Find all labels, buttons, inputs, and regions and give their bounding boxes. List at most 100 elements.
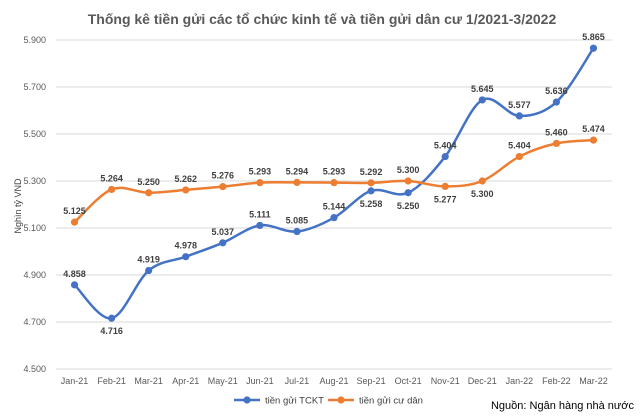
data-point: [367, 179, 375, 187]
data-label: 5.645: [471, 84, 494, 94]
data-label: 4.716: [100, 326, 123, 336]
x-tick-label: Feb-22: [542, 376, 571, 386]
data-point: [70, 281, 79, 289]
data-label: 5.085: [286, 216, 309, 226]
data-point: [515, 152, 523, 161]
data-label: 5.300: [397, 165, 420, 175]
data-point: [478, 96, 486, 104]
data-point: [589, 44, 598, 52]
x-tick-label: Sep-21: [357, 376, 386, 386]
data-label: 4.919: [137, 255, 160, 265]
data-label: 5.474: [582, 124, 605, 134]
legend-label: tiền gửi TCKT: [265, 396, 324, 407]
data-label: 5.460: [545, 127, 568, 137]
data-point: [515, 112, 523, 120]
series-layer: 4.858 4.716 4.919 4.978 5.037 5.111 5.085 5.144…: [63, 32, 604, 336]
data-label: 5.577: [508, 100, 531, 110]
data-point: [441, 182, 449, 191]
y-tick-label: 5.500: [23, 129, 46, 139]
data-point: [293, 178, 301, 187]
data-point: [404, 177, 412, 185]
data-label: 5.125: [63, 206, 86, 216]
data-label: 5.293: [323, 167, 346, 177]
legend-marker: [243, 396, 251, 404]
data-label: 5.262: [174, 174, 197, 184]
data-point: [367, 187, 375, 195]
data-label: 5.294: [286, 166, 309, 176]
data-point: [330, 214, 338, 222]
x-tick-label: Feb-21: [97, 376, 126, 386]
data-point: [478, 177, 486, 185]
data-point: [108, 185, 116, 194]
data-label: 5.865: [582, 32, 605, 42]
data-point: [145, 266, 153, 275]
data-point: [70, 218, 79, 226]
x-tick-label: Jul-21: [285, 376, 310, 386]
data-point: [293, 227, 301, 236]
x-tick-label: Dec-21: [468, 376, 497, 386]
x-axis-ticks: Jan-21 Feb-21 Mar-21 Apr-21 May-21 Jun-21 Jul-…: [61, 376, 608, 386]
data-label: 5.300: [471, 189, 494, 199]
data-point: [256, 179, 264, 187]
y-axis-label: Nghìn tỷ VND: [13, 178, 23, 234]
legend-marker: [337, 396, 345, 404]
x-tick-label: Oct-21: [395, 376, 422, 386]
data-point: [404, 189, 412, 197]
data-point: [552, 139, 561, 147]
source-note: Nguồn: Ngân hàng nhà nước: [491, 400, 635, 412]
data-point: [219, 239, 227, 247]
y-axis-ticks: 4.500 4.700 4.900 5.100 5.300 5.500 5.700 5.900: [23, 35, 46, 374]
data-label: 5.111: [249, 209, 271, 219]
data-label: 5.277: [434, 194, 457, 204]
data-label: 5.037: [212, 227, 235, 237]
data-label: 5.293: [249, 167, 272, 177]
x-tick-label: Mar-21: [134, 376, 163, 386]
y-tick-label: 4.700: [23, 317, 46, 327]
data-label: 5.636: [545, 86, 568, 96]
data-point: [108, 314, 116, 322]
data-label: 5.404: [508, 141, 531, 151]
y-tick-label: 5.900: [23, 35, 46, 45]
data-point: [182, 186, 190, 194]
y-tick-label: 5.700: [23, 82, 46, 92]
data-point: [330, 179, 338, 187]
data-point: [589, 136, 598, 144]
x-tick-label: Jan-22: [506, 376, 534, 386]
x-tick-label: Jun-21: [246, 376, 274, 386]
series-tckt: 4.858 4.716 4.919 4.978 5.037 5.111 5.085 5.144…: [63, 32, 604, 336]
data-label: 5.250: [397, 201, 420, 211]
y-tick-label: 4.900: [23, 270, 46, 280]
data-label: 5.250: [137, 177, 160, 187]
chart-title: Thống kê tiền gửi các tổ chức kinh tế và…: [88, 11, 557, 27]
x-tick-label: May-21: [208, 376, 238, 386]
x-tick-label: Jan-21: [61, 376, 89, 386]
data-point: [441, 152, 449, 161]
y-tick-label: 5.300: [23, 176, 46, 186]
x-tick-label: Apr-21: [172, 376, 199, 386]
data-point: [256, 221, 264, 230]
y-tick-label: 4.500: [23, 364, 46, 374]
series-cu-dan: 5.125 5.264 5.250 5.262 5.276 5.293 5.294 5.293…: [63, 124, 605, 226]
legend: tiền gửi TCKT tiền gửi cư dân: [234, 396, 423, 407]
x-tick-label: Mar-22: [579, 376, 608, 386]
y-tick-label: 5.100: [23, 223, 46, 233]
x-tick-label: Nov-21: [431, 376, 460, 386]
data-label: 5.144: [323, 202, 346, 212]
data-point: [145, 189, 153, 197]
legend-item: tiền gửi TCKT: [234, 396, 324, 407]
data-label: 5.276: [212, 171, 235, 181]
data-point: [552, 98, 561, 106]
data-label: 4.858: [63, 269, 86, 279]
data-label: 5.258: [360, 199, 383, 209]
x-tick-label: Aug-21: [319, 376, 348, 386]
data-point: [219, 183, 227, 191]
data-label: 4.978: [174, 241, 197, 251]
data-label: 5.264: [100, 173, 123, 183]
data-point: [182, 253, 190, 261]
data-label: 5.404: [434, 141, 457, 151]
legend-item: tiền gửi cư dân: [328, 396, 423, 407]
legend-label: tiền gửi cư dân: [359, 396, 423, 407]
data-label: 5.292: [360, 167, 383, 177]
